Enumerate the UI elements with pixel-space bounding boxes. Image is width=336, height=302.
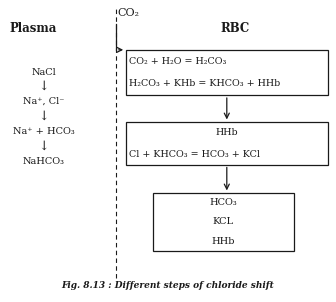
Text: KCL: KCL (213, 217, 234, 226)
Text: NaCl: NaCl (31, 68, 56, 77)
Text: ↓: ↓ (38, 140, 49, 153)
Text: Plasma: Plasma (10, 22, 57, 35)
Text: HCO₃: HCO₃ (210, 198, 237, 207)
Text: H₂CO₃ + KHb = KHCO₃ + HHb: H₂CO₃ + KHb = KHCO₃ + HHb (129, 79, 281, 88)
Bar (126, 122, 328, 165)
Text: NaHCO₃: NaHCO₃ (23, 157, 65, 166)
Text: Na⁺ + HCO₃: Na⁺ + HCO₃ (13, 127, 75, 136)
Text: Fig. 8.13 : Different steps of chloride shift: Fig. 8.13 : Different steps of chloride … (61, 281, 275, 290)
Bar (153, 193, 294, 251)
Text: CO₂: CO₂ (118, 8, 139, 18)
Bar (126, 50, 328, 95)
Text: HHb: HHb (215, 128, 238, 137)
Text: HHb: HHb (212, 236, 235, 246)
Text: ↓: ↓ (38, 110, 49, 123)
Text: ↓: ↓ (38, 79, 49, 93)
Text: CO₂ + H₂O = H₂CO₃: CO₂ + H₂O = H₂CO₃ (129, 57, 227, 66)
Text: Na⁺, Cl⁻: Na⁺, Cl⁻ (23, 97, 65, 106)
Text: RBC: RBC (220, 22, 250, 35)
Text: Cl + KHCO₃ = HCO₃ + KCl: Cl + KHCO₃ = HCO₃ + KCl (129, 149, 260, 159)
